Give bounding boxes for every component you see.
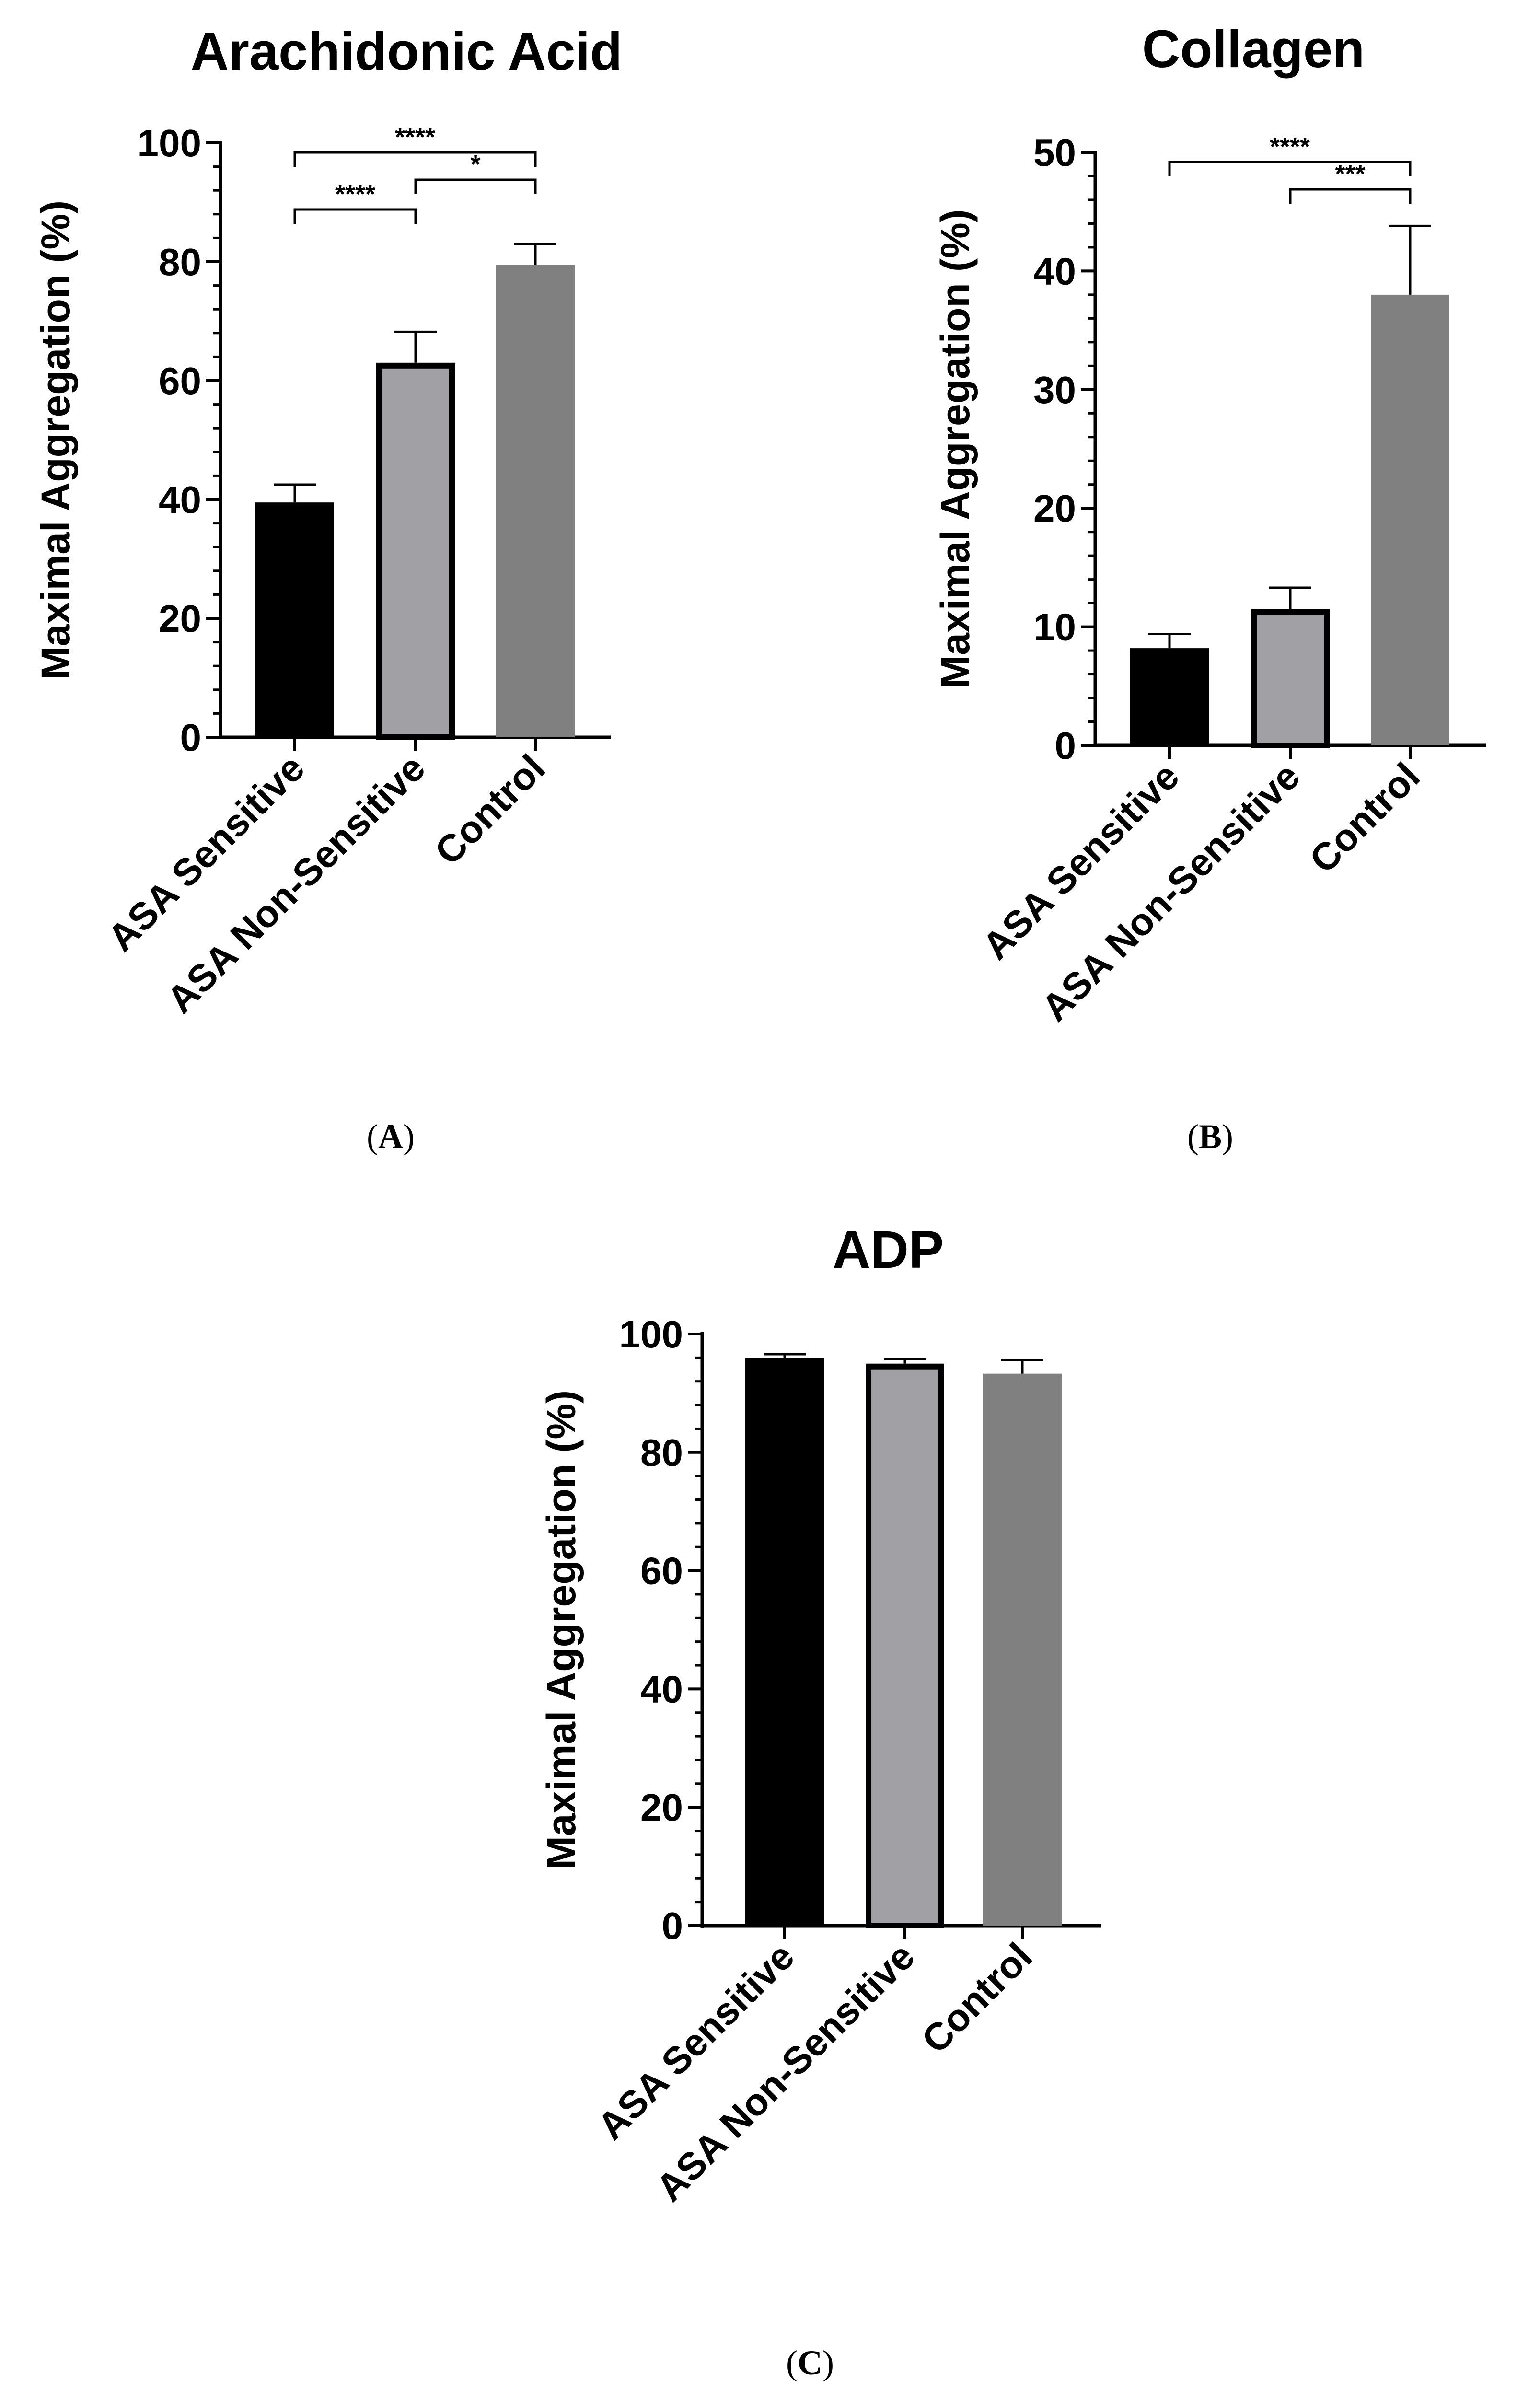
bar-3 <box>983 1373 1062 1926</box>
y-tick-label: 40 <box>640 1668 683 1710</box>
significance-bracket <box>414 178 537 194</box>
y-tick-label: 50 <box>1033 131 1076 174</box>
significance-bracket <box>293 151 537 167</box>
chart-arachidonic-acid: Arachidonic Acid Maximal Aggregation (%) 0… <box>33 22 622 1156</box>
y-tick-label: 60 <box>159 360 201 402</box>
y-tick-label: 100 <box>619 1313 683 1356</box>
significance-bracket <box>1289 188 1412 204</box>
y-tick-label: 80 <box>159 241 201 283</box>
panel-label: (B) <box>1187 1117 1233 1156</box>
chart-title: Collagen <box>1142 20 1365 79</box>
y-axis-label: Maximal Aggregation (%) <box>933 209 978 688</box>
chart-title: ADP <box>833 1220 944 1279</box>
significance-label: **** <box>335 180 375 209</box>
significance-label: *** <box>1335 160 1365 188</box>
y-tick-label: 0 <box>1055 724 1077 767</box>
bar-2 <box>1251 609 1330 748</box>
bar-2 <box>376 362 455 740</box>
y-tick-label: 20 <box>640 1786 683 1829</box>
bar-2 <box>866 1363 944 1928</box>
significance-bracket <box>1168 161 1412 176</box>
bar-1 <box>1130 648 1209 745</box>
chart-title: Arachidonic Acid <box>191 22 623 81</box>
panel-label: (C) <box>786 2344 834 2382</box>
x-category-label: Control <box>427 746 553 873</box>
y-tick-label: 10 <box>1033 606 1076 649</box>
y-tick-label: 0 <box>662 1904 683 1947</box>
y-tick-label: 0 <box>180 716 202 759</box>
y-tick-label: 20 <box>159 597 201 640</box>
x-category-label: Control <box>1301 755 1428 881</box>
y-tick-label: 40 <box>1033 250 1076 292</box>
y-tick-label: 60 <box>640 1550 683 1592</box>
y-tick-label: 80 <box>640 1431 683 1474</box>
y-tick-label: 40 <box>159 478 201 521</box>
significance-label: * <box>470 150 480 179</box>
y-axis-label: Maximal Aggregation (%) <box>539 1390 584 1869</box>
chart-collagen: Collagen Maximal Aggregation (%) 0 10 20 30 40… <box>933 20 1486 1156</box>
bar-3 <box>1371 294 1449 745</box>
significance-bracket <box>293 208 417 224</box>
significance-label: **** <box>1270 132 1310 161</box>
bar-1 <box>255 502 334 737</box>
x-category-label: Control <box>914 1935 1040 2061</box>
significance-label: **** <box>395 123 435 151</box>
bar-1 <box>745 1358 824 1926</box>
bar-3 <box>496 265 575 737</box>
y-tick-label: 100 <box>138 122 201 164</box>
y-axis-label: Maximal Aggregation (%) <box>33 200 78 680</box>
y-tick-label: 20 <box>1033 487 1076 530</box>
panel-label: (A) <box>367 1117 415 1156</box>
y-tick-label: 30 <box>1033 369 1076 411</box>
